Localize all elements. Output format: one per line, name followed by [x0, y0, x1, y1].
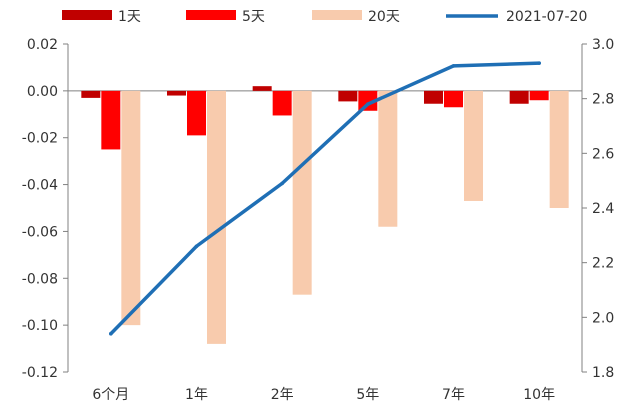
category-label: 7年 [442, 387, 465, 403]
left-tick-label: 0.00 [27, 84, 58, 100]
category-label: 2年 [271, 387, 294, 403]
bar-20天 [292, 90, 312, 295]
line-point [366, 102, 370, 106]
right-tick-label: 2.6 [592, 146, 614, 162]
line-point [109, 331, 113, 336]
left-tick-label: 0.02 [27, 37, 58, 53]
bar-1天 [167, 90, 186, 96]
legend-swatch [62, 10, 112, 20]
category-label: 5年 [356, 387, 379, 403]
bar-1天 [338, 90, 358, 102]
legend-swatch [312, 10, 362, 20]
left-tick-label: -0.10 [22, 318, 58, 334]
legend-label: 20天 [368, 9, 400, 25]
category-label: 1年 [185, 387, 208, 403]
line-point [451, 64, 456, 68]
bar-1天 [509, 90, 529, 104]
bar-5天 [101, 90, 121, 150]
legend-label: 1天 [118, 9, 141, 25]
category-label: 10年 [523, 387, 555, 403]
bar-5天 [529, 90, 549, 101]
left-tick-label: -0.12 [22, 365, 58, 381]
line-point [194, 244, 199, 249]
legend-label: 5天 [242, 9, 265, 25]
right-tick-label: 2.4 [592, 201, 614, 217]
right-tick-label: 3.0 [592, 37, 614, 53]
bar-1天 [252, 86, 272, 91]
bars [81, 86, 569, 344]
bar-1天 [424, 90, 443, 104]
category-label: 6个月 [92, 387, 129, 403]
bar-20天 [549, 90, 569, 208]
right-tick-label: 1.8 [592, 365, 614, 381]
line-2021-07-20 [109, 61, 541, 336]
legend-label: 2021-07-20 [506, 9, 587, 25]
line-point [280, 181, 284, 186]
bar-20天 [378, 90, 398, 227]
bar-1天 [81, 90, 101, 98]
line-point [537, 61, 541, 65]
bar-5天 [272, 90, 292, 116]
bar-20天 [121, 90, 141, 326]
bar-5天 [358, 90, 378, 111]
bar-5天 [187, 90, 206, 136]
right-tick-label: 2.8 [592, 92, 614, 108]
right-tick-label: 2.2 [592, 256, 614, 272]
bar-5天 [444, 90, 463, 108]
bar-20天 [464, 90, 483, 201]
left-tick-label: -0.06 [22, 224, 58, 240]
bar-20天 [207, 90, 226, 344]
left-tick-label: -0.04 [22, 178, 58, 194]
right-tick-label: 2.0 [592, 310, 614, 326]
legend: 1天 5天 20天 2021-07-20 [62, 9, 587, 25]
left-tick-label: -0.02 [22, 131, 58, 147]
axes: 0.02 0.00 -0.02 -0.04 -0.06 -0.08 -0.10 -0.12 3.… [22, 37, 615, 403]
legend-swatch [186, 10, 236, 20]
left-tick-label: -0.08 [22, 271, 58, 287]
line-series [109, 61, 541, 336]
